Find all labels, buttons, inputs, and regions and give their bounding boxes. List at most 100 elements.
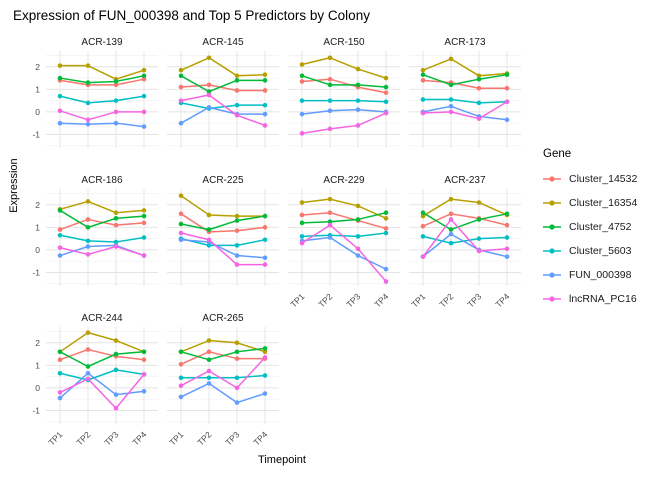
data-point-Cluster_4752-TP2 <box>448 82 454 88</box>
data-point-lncRNA_PC16-TP2 <box>327 126 333 132</box>
data-point-Cluster_4752-TP2 <box>448 227 454 232</box>
data-point-Cluster_16354-TP3 <box>355 203 361 209</box>
data-point-FUN_000398-TP3 <box>234 253 240 258</box>
series-line-Cluster_16354 <box>59 64 145 80</box>
x-tick-label: TP2 <box>74 429 92 447</box>
series-line-Cluster_14532 <box>422 79 508 89</box>
data-point-lncRNA_PC16-TP4 <box>141 372 147 377</box>
series-line-Cluster_4752 <box>301 75 387 88</box>
data-point-Cluster_5603-TP2 <box>85 238 91 244</box>
data-point-Cluster_5603-TP3 <box>355 234 361 239</box>
y-tick-label: 0 <box>35 383 40 393</box>
x-tick-label: TP2 <box>437 291 455 309</box>
series-line-Cluster_5603 <box>180 102 266 110</box>
facet-ACR-229: ACR-229 TP1 TP2 TP3 TP4 <box>288 174 400 309</box>
data-point-Cluster_4752-TP4 <box>383 84 389 90</box>
data-point-Cluster_5603-TP1 <box>57 93 63 99</box>
data-point-Cluster_4752-TP4 <box>141 213 147 219</box>
data-point-Cluster_4752-TP1 <box>299 220 305 226</box>
data-point-Cluster_4752-TP3 <box>113 351 119 357</box>
facet-strip-title: ACR-237 <box>444 175 486 186</box>
data-point-lncRNA_PC16-TP4 <box>504 99 510 105</box>
series-line-Cluster_14532 <box>180 351 266 365</box>
data-point-Cluster_16354-TP2 <box>85 63 91 68</box>
data-point-Cluster_5603-TP1 <box>178 375 184 381</box>
legend-key-icon <box>543 200 561 206</box>
data-point-Cluster_4752-TP1 <box>299 73 305 79</box>
data-point-Cluster_16354-TP3 <box>234 340 240 346</box>
series-line-lncRNA_PC16 <box>59 373 145 409</box>
data-point-Cluster_4752-TP3 <box>234 78 240 83</box>
data-point-Cluster_5603-TP4 <box>262 373 268 378</box>
data-point-FUN_000398-TP4 <box>504 117 510 123</box>
series-line-Cluster_4752 <box>422 211 508 231</box>
series-line-Cluster_4752 <box>422 73 508 86</box>
x-tick-label: TP1 <box>167 429 185 447</box>
data-point-Cluster_16354-TP4 <box>141 67 147 73</box>
data-point-Cluster_16354-TP1 <box>299 62 305 67</box>
facet-panel-ACR-229: TP1 TP2 TP3 TP4 <box>288 189 400 309</box>
legend-items: Cluster_14532 Cluster_16354 Cluster_4752 Cl… <box>543 172 637 306</box>
facet-grid: ACR-139 2 1 0 -1 ACR-145 ACR-150 ACR-173 ACR-186… <box>32 36 521 447</box>
data-point-lncRNA_PC16-TP1 <box>420 110 426 116</box>
data-point-FUN_000398-TP4 <box>383 266 389 272</box>
legend-item-Cluster_14532: Cluster_14532 <box>543 172 637 186</box>
series-line-Cluster_16354 <box>301 198 387 220</box>
facet-ACR-173: ACR-173 <box>409 36 521 148</box>
data-point-Cluster_16354-TP1 <box>178 193 184 199</box>
data-point-Cluster_16354-TP3 <box>355 66 361 72</box>
data-point-Cluster_4752-TP4 <box>262 346 268 351</box>
data-point-Cluster_5603-TP4 <box>262 102 268 108</box>
data-point-FUN_000398-TP2 <box>327 235 333 240</box>
data-point-Cluster_14532-TP4 <box>141 76 147 82</box>
series-line-Cluster_5603 <box>301 99 387 103</box>
series-line-lncRNA_PC16 <box>180 356 266 389</box>
facet-strip-title: ACR-225 <box>202 175 244 186</box>
data-point-Cluster_14532-TP3 <box>113 222 119 228</box>
legend-label: Cluster_5603 <box>569 245 632 257</box>
facet-panel-ACR-265: TP1 TP2 TP3 TP4 <box>167 327 279 447</box>
series-line-lncRNA_PC16 <box>301 112 387 135</box>
series-line-lncRNA_PC16 <box>301 224 387 283</box>
data-point-Cluster_5603-TP1 <box>57 370 63 376</box>
data-point-Cluster_5603-TP3 <box>113 98 119 103</box>
series-line-Cluster_14532 <box>180 213 266 233</box>
series-line-Cluster_5603 <box>59 95 145 104</box>
x-tick-label: TP3 <box>344 291 362 309</box>
legend-label: Cluster_14532 <box>569 173 638 185</box>
series-line-Cluster_16354 <box>422 198 508 217</box>
series-line-Cluster_14532 <box>422 213 508 227</box>
data-point-Cluster_5603-TP3 <box>234 243 240 248</box>
data-point-lncRNA_PC16-TP4 <box>141 109 147 115</box>
data-point-lncRNA_PC16-TP2 <box>85 252 91 257</box>
data-point-lncRNA_PC16-TP3 <box>113 405 119 411</box>
y-tick-label: 1 <box>35 360 40 370</box>
facet-panel-ACR-244: 2 1 0 -1 TP1 TP2 TP3 TP4 <box>32 327 158 447</box>
data-point-FUN_000398-TP2 <box>206 381 212 386</box>
data-point-Cluster_5603-TP1 <box>57 232 63 238</box>
data-point-Cluster_16354-TP2 <box>206 55 212 61</box>
data-point-Cluster_16354-TP1 <box>420 67 426 73</box>
data-point-FUN_000398-TP4 <box>141 124 147 129</box>
data-point-FUN_000398-TP1 <box>178 120 184 126</box>
data-point-Cluster_16354-TP2 <box>327 196 333 202</box>
data-point-Cluster_16354-TP1 <box>299 200 305 205</box>
y-tick-label: 0 <box>35 245 40 255</box>
legend-title: Gene <box>543 148 572 160</box>
data-point-Cluster_14532-TP4 <box>141 357 147 363</box>
facet-strip-title: ACR-145 <box>202 37 244 48</box>
y-tick-label: 2 <box>35 200 40 210</box>
legend-label: Cluster_4752 <box>569 221 632 233</box>
facet-strip-title: ACR-265 <box>202 313 244 324</box>
series-line-lncRNA_PC16 <box>59 110 145 121</box>
legend-key-icon <box>543 176 561 182</box>
data-point-Cluster_4752-TP2 <box>206 89 212 94</box>
data-point-Cluster_14532-TP4 <box>262 88 268 93</box>
facet-panel-ACR-173 <box>409 51 521 148</box>
series-line-Cluster_5603 <box>59 234 145 243</box>
legend-item-Cluster_16354: Cluster_16354 <box>543 196 637 210</box>
facet-ACR-145: ACR-145 <box>167 36 279 148</box>
data-point-lncRNA_PC16-TP3 <box>355 123 361 128</box>
x-tick-label: TP4 <box>251 429 269 447</box>
y-tick-label: 0 <box>35 107 40 117</box>
